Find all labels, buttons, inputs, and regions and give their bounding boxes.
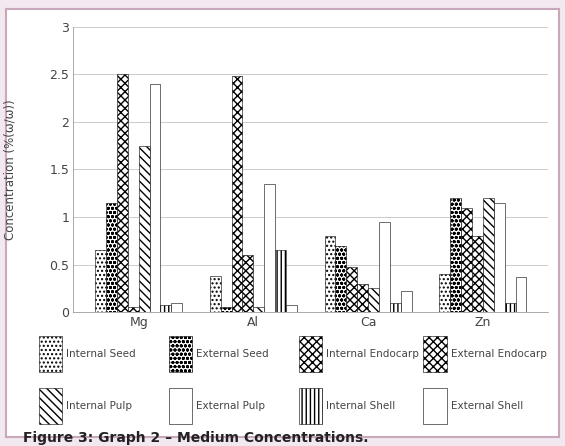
Text: External Endocarp: External Endocarp [451,349,547,359]
Y-axis label: Concentration (%(ω/ω)): Concentration (%(ω/ω)) [3,99,16,240]
Bar [357,284,368,312]
Bar [117,74,128,312]
Bar [450,198,461,312]
Bar [439,274,450,312]
Bar [324,236,336,312]
Bar [264,184,275,312]
Bar [171,303,182,312]
Bar [232,76,242,312]
FancyBboxPatch shape [298,336,322,372]
Bar [253,307,264,312]
Bar [160,305,171,312]
Bar [210,276,221,312]
Bar [379,222,390,312]
Bar [390,303,401,312]
Bar [221,307,232,312]
Bar [505,303,516,312]
Bar [106,203,117,312]
Text: External Seed: External Seed [196,349,269,359]
FancyBboxPatch shape [168,336,192,372]
Bar [368,289,379,312]
Bar [401,291,412,312]
Text: Figure 3: Graph 2 – Medium Concentrations.: Figure 3: Graph 2 – Medium Concentration… [23,431,368,445]
Bar [95,250,106,312]
Bar [286,305,297,312]
Bar [128,307,138,312]
Text: Internal Endocarp: Internal Endocarp [326,349,419,359]
Bar [346,268,357,312]
FancyBboxPatch shape [423,388,447,424]
FancyBboxPatch shape [423,336,447,372]
Bar [242,255,253,312]
Bar [516,277,527,312]
Text: Internal Shell: Internal Shell [326,401,396,411]
Text: External Shell: External Shell [451,401,523,411]
FancyBboxPatch shape [38,336,62,372]
Bar [472,236,483,312]
FancyBboxPatch shape [298,388,322,424]
FancyBboxPatch shape [168,388,192,424]
Bar [483,198,494,312]
Bar [275,250,286,312]
Text: External Pulp: External Pulp [196,401,265,411]
Text: Internal Seed: Internal Seed [66,349,136,359]
Text: Internal Pulp: Internal Pulp [66,401,132,411]
FancyBboxPatch shape [38,388,62,424]
Bar [494,203,505,312]
Bar [150,84,160,312]
Bar [138,146,150,312]
Bar [461,207,472,312]
Bar [336,246,346,312]
